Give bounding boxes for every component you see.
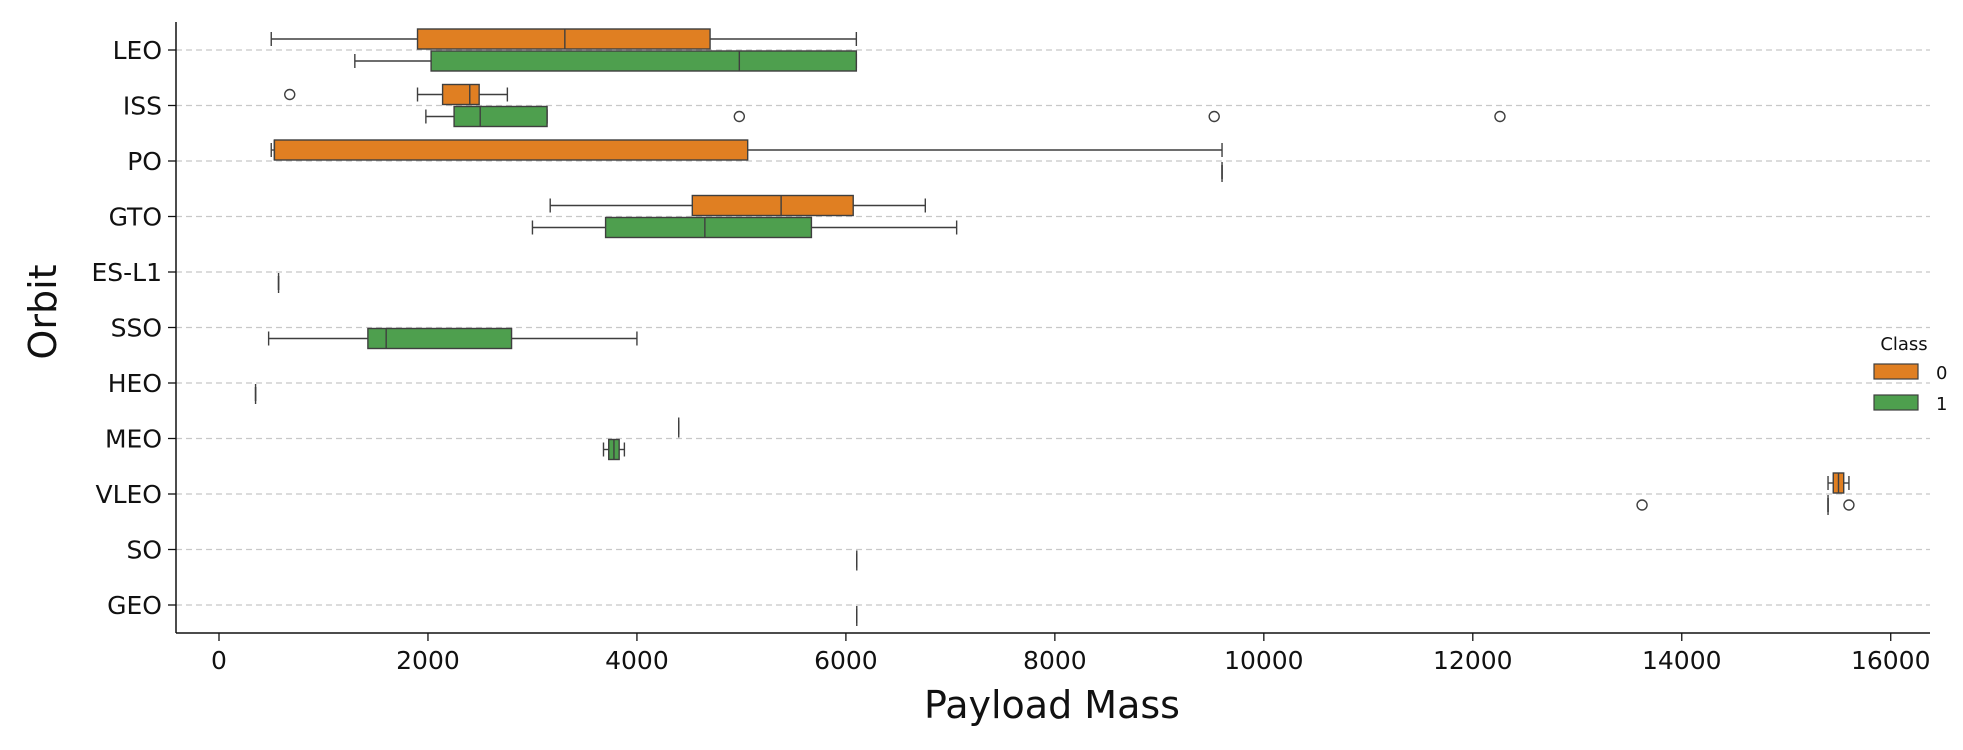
iqr-class-1-leo xyxy=(430,50,858,72)
outlier-class-0-iss-0 xyxy=(284,88,296,101)
y-tick-label-geo: GEO xyxy=(107,591,162,620)
y-tick-label-iss: ISS xyxy=(123,92,162,121)
box-class-1-iss xyxy=(425,105,1506,128)
y-tick-label-sso: SSO xyxy=(111,314,162,343)
y-tick-label-gto: GTO xyxy=(109,203,162,232)
y-tick-label-po: PO xyxy=(127,147,162,176)
x-tick-label-14000: 14000 xyxy=(1642,646,1722,675)
box-class-1-leo xyxy=(354,50,858,72)
gridlines xyxy=(176,49,1930,606)
box-class-0-po xyxy=(270,139,1223,161)
x-tick-label-2000: 2000 xyxy=(396,646,460,675)
box-class-0-vleo xyxy=(1827,472,1850,494)
x-tick-label-16000: 16000 xyxy=(1851,646,1931,675)
y-tick-label-meo: MEO xyxy=(105,425,162,454)
outlier-class-1-iss-0 xyxy=(733,110,746,123)
legend-title: Class xyxy=(1880,334,1927,355)
y-axis-title: Orbit xyxy=(21,264,65,359)
box-class-1-vleo xyxy=(1636,495,1855,515)
outlier-class-1-iss-2 xyxy=(1494,110,1506,123)
box-class-0-leo xyxy=(270,28,858,50)
iqr-class-0-po xyxy=(273,139,749,161)
y-tick-label-vleo: VLEO xyxy=(95,480,162,509)
legend: Class 0 1 xyxy=(1873,334,1947,415)
x-tick-label-4000: 4000 xyxy=(605,646,669,675)
box-class-0-gto xyxy=(549,194,927,217)
x-tick-label-0: 0 xyxy=(211,646,227,675)
iqr-class-1-iss xyxy=(453,105,548,128)
box-marks xyxy=(254,28,1855,626)
outlier-class-1-iss-1 xyxy=(1208,110,1220,123)
box-class-1-meo xyxy=(602,438,626,461)
x-tick-label-8000: 8000 xyxy=(1023,646,1087,675)
legend-swatch-class-0 xyxy=(1873,363,1919,380)
x-tick-labels: 0 2000 4000 6000 8000 10000 12000 14000 16000 xyxy=(211,646,1930,675)
box-class-1-gto xyxy=(531,216,958,239)
x-tick-label-10000: 10000 xyxy=(1224,646,1304,675)
y-tick-label-so: SO xyxy=(126,536,162,565)
iqr-class-1-gto xyxy=(604,216,813,239)
legend-swatch-class-1 xyxy=(1873,394,1919,411)
iqr-class-0-leo xyxy=(416,28,711,50)
x-tick-label-6000: 6000 xyxy=(814,646,878,675)
iqr-class-1-sso xyxy=(367,327,513,350)
y-tick-label-es-l1: ES-L1 xyxy=(91,258,162,287)
box-class-0-iss xyxy=(284,83,509,106)
x-axis-title: Payload Mass xyxy=(924,683,1180,727)
y-tick-label-leo: LEO xyxy=(113,36,162,65)
legend-label-class-1: 1 xyxy=(1936,394,1947,415)
x-tick-label-12000: 12000 xyxy=(1433,646,1513,675)
y-tick-label-heo: HEO xyxy=(108,369,162,398)
y-tick-labels: LEO ISS PO GTO ES-L1 SSO HEO MEO VLEO SO GEO xyxy=(91,36,162,620)
outlier-class-1-vleo-0 xyxy=(1636,499,1648,511)
axes xyxy=(168,22,1930,641)
iqr-class-0-gto xyxy=(691,194,854,217)
iqr-class-0-iss xyxy=(441,83,480,106)
outlier-class-1-vleo-1 xyxy=(1843,499,1855,511)
legend-label-class-0: 0 xyxy=(1936,363,1947,384)
box-class-1-sso xyxy=(267,327,638,350)
